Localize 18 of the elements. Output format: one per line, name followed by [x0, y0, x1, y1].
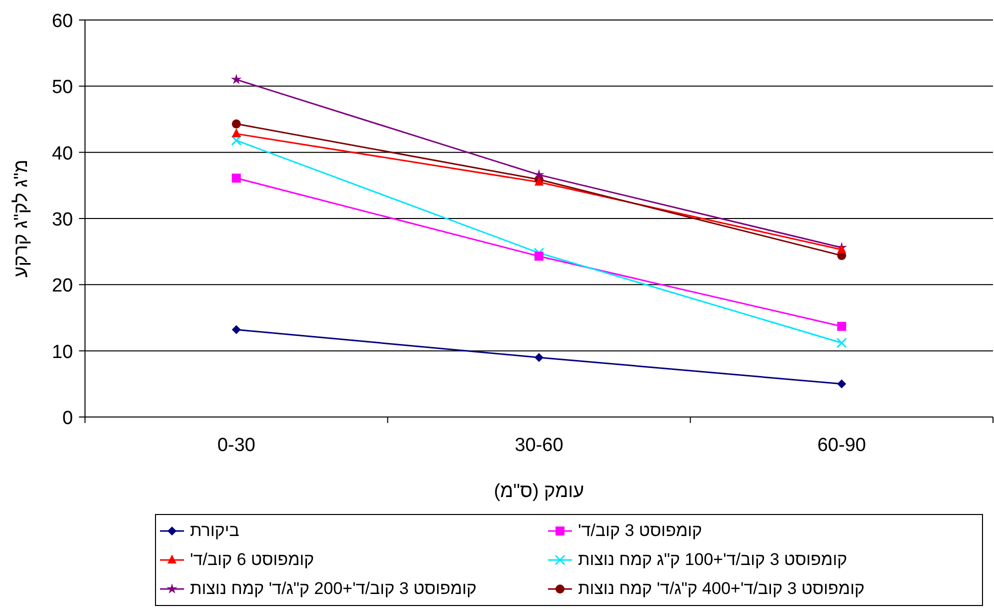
x-tick-label: 30-60: [514, 435, 564, 456]
legend-label: קומפוסט 3 קוב/ד'+400 ק"ג/ד' קמח נוצות: [578, 578, 865, 599]
y-axis-title: מ"ג לק"ג קרקע: [11, 160, 32, 278]
legend-label: קומפוסט 6 קוב/ד': [190, 550, 314, 570]
x-axis-title: עומק (ס"מ): [494, 481, 584, 502]
y-tick-label: 10: [52, 342, 73, 363]
x-tick-label: 60-90: [817, 435, 866, 456]
legend-label: קומפוסט 3 קוב/ד'+200 ק"ג/ד' קמח נוצות: [190, 578, 477, 599]
legend-label: קומפוסט 3 קוב/ד': [578, 521, 702, 542]
y-tick-label: 50: [52, 77, 73, 98]
y-tick-label: 20: [52, 276, 73, 297]
y-tick-label: 40: [52, 143, 73, 164]
y-tick-label: 60: [52, 11, 73, 32]
y-tick-label: 30: [52, 210, 73, 230]
legend-label: ביקורת: [190, 521, 240, 542]
x-tick-label: 0-30: [217, 435, 256, 456]
y-tick-label: 0: [62, 408, 73, 429]
legend-label: קומפוסט 3 קוב/ד'+100 ק"ג קמח נוצות: [578, 550, 848, 570]
